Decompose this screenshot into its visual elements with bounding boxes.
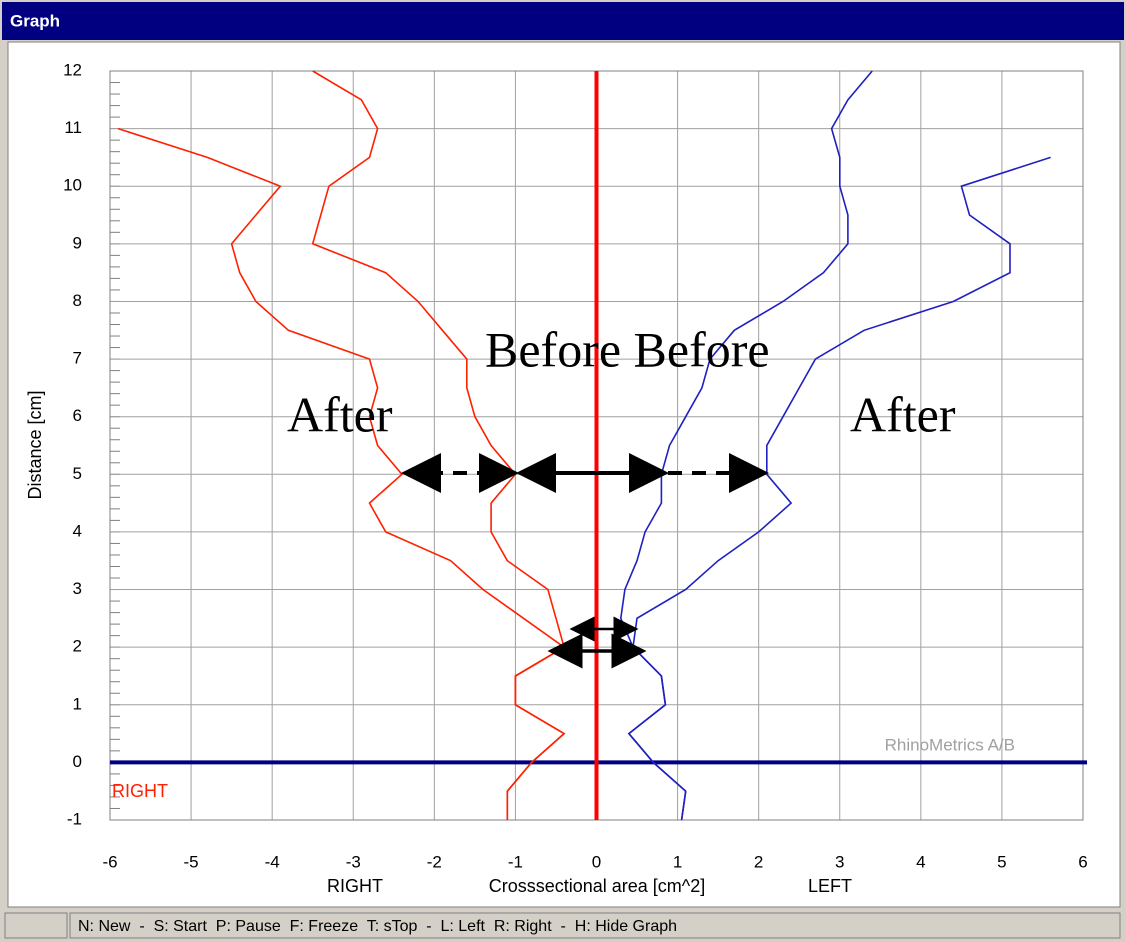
annotation: Before Before: [485, 321, 770, 377]
y-tick-label: 7: [73, 349, 82, 368]
y-tick-label: -1: [67, 809, 82, 828]
status-text: N: New - S: Start P: Pause F: Freeze T: …: [78, 918, 677, 935]
side-label: RIGHT: [112, 781, 168, 801]
y-axis-label: Distance [cm]: [25, 390, 45, 499]
x-tick-label: 1: [673, 852, 682, 871]
y-tick-label: 12: [63, 60, 82, 79]
x-tick-label: -3: [346, 852, 361, 871]
y-tick-label: 4: [73, 521, 82, 540]
y-tick-label: 5: [73, 464, 82, 483]
x-side-label: RIGHT: [327, 876, 383, 896]
status-pane: [69, 912, 1121, 939]
x-axis-label: Crosssectional area [cm^2]: [489, 876, 706, 896]
x-tick-label: 0: [592, 852, 601, 871]
x-tick-label: -1: [508, 852, 523, 871]
x-tick-label: -4: [265, 852, 280, 871]
series-line: [627, 156, 1051, 821]
y-tick-label: 0: [73, 752, 82, 771]
x-tick-label: 6: [1078, 852, 1087, 871]
x-tick-label: 4: [916, 852, 925, 871]
y-tick-label: 1: [73, 694, 82, 713]
annotation: After: [850, 386, 956, 442]
y-tick-label: 8: [73, 291, 82, 310]
y-tick-label: 6: [73, 406, 82, 425]
x-tick-label: -5: [184, 852, 199, 871]
x-tick-label: -2: [427, 852, 442, 871]
x-tick-label: 3: [835, 852, 844, 871]
y-tick-label: 10: [63, 176, 82, 195]
y-tick-label: 2: [73, 637, 82, 656]
status-bar: [2, 910, 1124, 940]
annotation: After: [287, 386, 393, 442]
status-pane: [4, 912, 68, 939]
title-bar: [2, 2, 1124, 40]
window-title: Graph: [10, 11, 60, 30]
y-tick-label: 9: [73, 233, 82, 252]
x-tick-label: 2: [754, 852, 763, 871]
x-tick-label: -6: [102, 852, 117, 871]
y-tick-label: 3: [73, 579, 82, 598]
x-side-label: LEFT: [808, 876, 852, 896]
y-tick-label: 11: [64, 118, 82, 137]
x-tick-label: 5: [997, 852, 1006, 871]
watermark: RhinoMetrics A/B: [885, 735, 1015, 754]
